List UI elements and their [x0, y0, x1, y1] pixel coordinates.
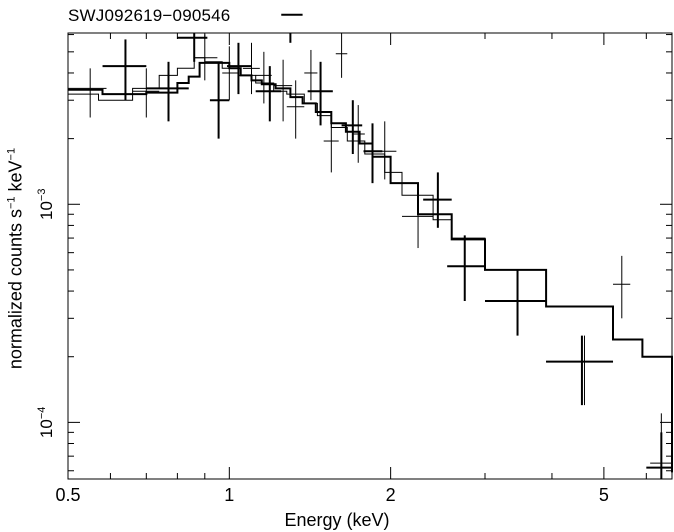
data-point-thin: [255, 51, 272, 104]
data-point-thick: [177, 33, 208, 62]
data-point-thick: [281, 13, 303, 43]
x-tick-label: 0.5: [55, 485, 80, 505]
y-tick-label-text: 10−4: [36, 407, 56, 438]
data-point-thin: [335, 33, 348, 78]
data-point-thin: [323, 111, 339, 173]
data-point-thin: [650, 413, 672, 479]
data-point-thick: [226, 42, 252, 95]
axis-tick-labels: 0.5 1 2 5 10−3 10−4: [36, 189, 609, 505]
data-point-thick: [485, 269, 547, 336]
data-point-thin: [68, 68, 107, 118]
data-point-thick: [102, 39, 147, 101]
data-point-thick: [546, 335, 614, 406]
data-point-thick: [447, 235, 486, 302]
x-tick-label: 1: [224, 485, 234, 505]
data-point-thin: [546, 335, 614, 406]
x-tick-label: 2: [386, 485, 396, 505]
model-step-thick: [68, 61, 673, 473]
y-axis-label: normalized counts s−1 keV−1: [5, 147, 26, 370]
data-point-thin: [132, 68, 160, 118]
data-point-thin: [242, 42, 260, 95]
x-axis-label: Energy (keV): [284, 510, 390, 530]
chart-title: SWJ092619−090546: [68, 6, 231, 25]
y-tick-label-text: 10−3: [36, 189, 56, 220]
model-step-thin: [68, 57, 673, 465]
data-point-thick: [341, 100, 363, 155]
data-point-thin: [286, 80, 305, 139]
data-point-thick: [363, 123, 383, 184]
data-point-thin: [352, 105, 365, 163]
data-point-thick: [307, 61, 333, 126]
plot-frame: [67, 32, 673, 480]
y-tick-label: 10−3: [36, 189, 56, 220]
x-tick-label: 5: [599, 485, 609, 505]
data-point-thin: [273, 59, 293, 122]
y-tick-label: 10−4: [36, 407, 56, 438]
data-point-thin: [373, 121, 397, 180]
data-point-thin: [222, 46, 239, 101]
axis-ticks: [67, 33, 672, 479]
data-point-thick: [146, 61, 189, 122]
data-point-thin: [401, 187, 434, 249]
data-points: [68, 13, 672, 479]
data-point-thin: [304, 49, 318, 101]
data-point-thick: [423, 172, 452, 228]
model-steps: [68, 57, 673, 473]
data-point-thick: [255, 66, 282, 122]
data-point-thin: [194, 34, 218, 81]
data-point-thin: [613, 255, 631, 319]
data-point-thick: [209, 61, 230, 139]
